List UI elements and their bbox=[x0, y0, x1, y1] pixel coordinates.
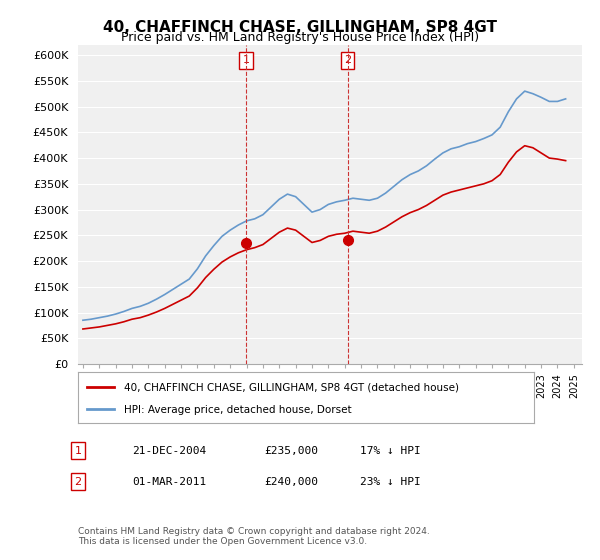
Text: Price paid vs. HM Land Registry's House Price Index (HPI): Price paid vs. HM Land Registry's House … bbox=[121, 31, 479, 44]
Text: 2: 2 bbox=[344, 55, 351, 66]
Text: £240,000: £240,000 bbox=[264, 477, 318, 487]
Text: 17% ↓ HPI: 17% ↓ HPI bbox=[360, 446, 421, 456]
Text: 23% ↓ HPI: 23% ↓ HPI bbox=[360, 477, 421, 487]
Text: 1: 1 bbox=[242, 55, 250, 66]
Text: 2: 2 bbox=[74, 477, 82, 487]
Text: HPI: Average price, detached house, Dorset: HPI: Average price, detached house, Dors… bbox=[124, 405, 351, 415]
Text: £235,000: £235,000 bbox=[264, 446, 318, 456]
Text: 40, CHAFFINCH CHASE, GILLINGHAM, SP8 4GT: 40, CHAFFINCH CHASE, GILLINGHAM, SP8 4GT bbox=[103, 20, 497, 35]
Text: Contains HM Land Registry data © Crown copyright and database right 2024.
This d: Contains HM Land Registry data © Crown c… bbox=[78, 526, 430, 546]
Text: 01-MAR-2011: 01-MAR-2011 bbox=[132, 477, 206, 487]
Text: 1: 1 bbox=[74, 446, 82, 456]
Text: 21-DEC-2004: 21-DEC-2004 bbox=[132, 446, 206, 456]
Text: 40, CHAFFINCH CHASE, GILLINGHAM, SP8 4GT (detached house): 40, CHAFFINCH CHASE, GILLINGHAM, SP8 4GT… bbox=[124, 382, 458, 393]
